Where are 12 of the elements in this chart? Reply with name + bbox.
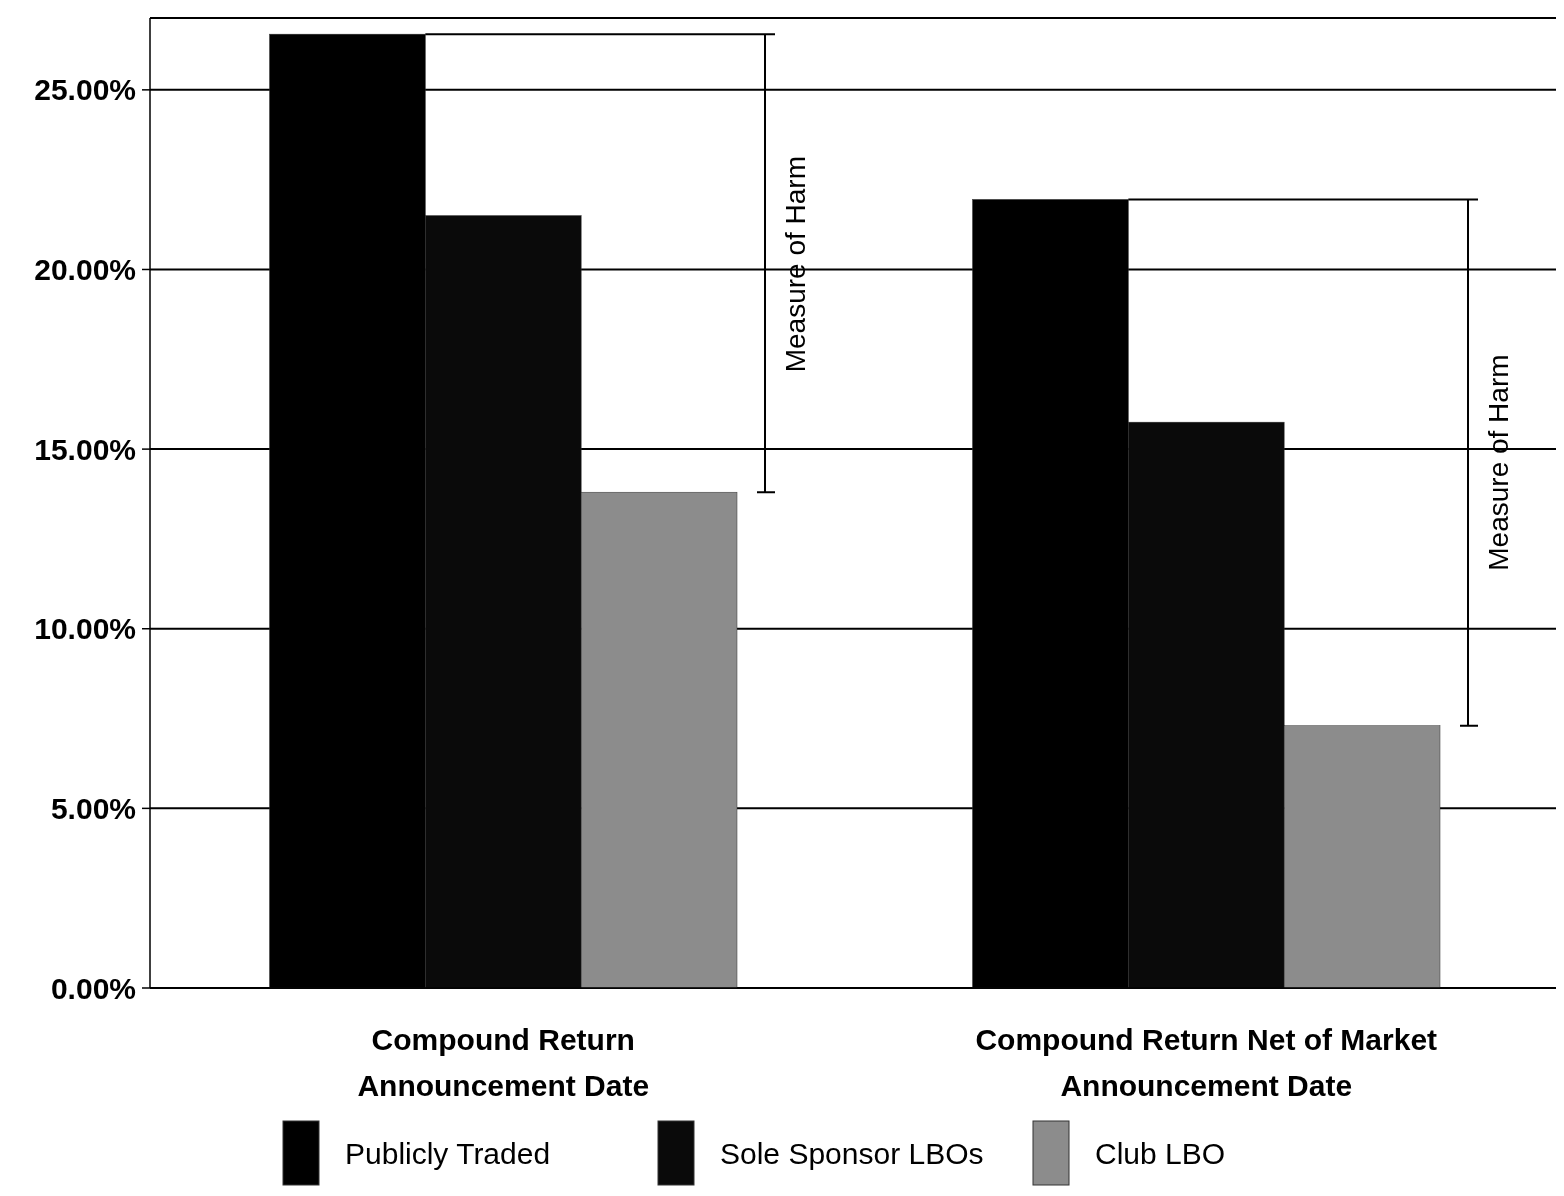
x-tick-label: Compound Return Announcement Date xyxy=(357,1023,650,1102)
y-tick-label: 25.00% xyxy=(34,73,136,107)
legend-label: Club LBO xyxy=(1095,1136,1226,1170)
y-tick-label: 10.00% xyxy=(34,612,136,646)
y-tick-label: 20.00% xyxy=(34,252,136,286)
y-tick-label: 5.00% xyxy=(50,791,136,825)
annotation: Measure of Harm xyxy=(780,156,812,373)
legend-label: Sole Sponsor LBOs xyxy=(720,1136,984,1170)
y-tick-label: 15.00% xyxy=(34,432,136,466)
x-tick-label: Compound Return Net of Market Announcement Date xyxy=(975,1023,1438,1102)
y-tick-label: 0.00% xyxy=(50,971,136,1005)
legend-label: Publicly Traded xyxy=(345,1136,551,1170)
